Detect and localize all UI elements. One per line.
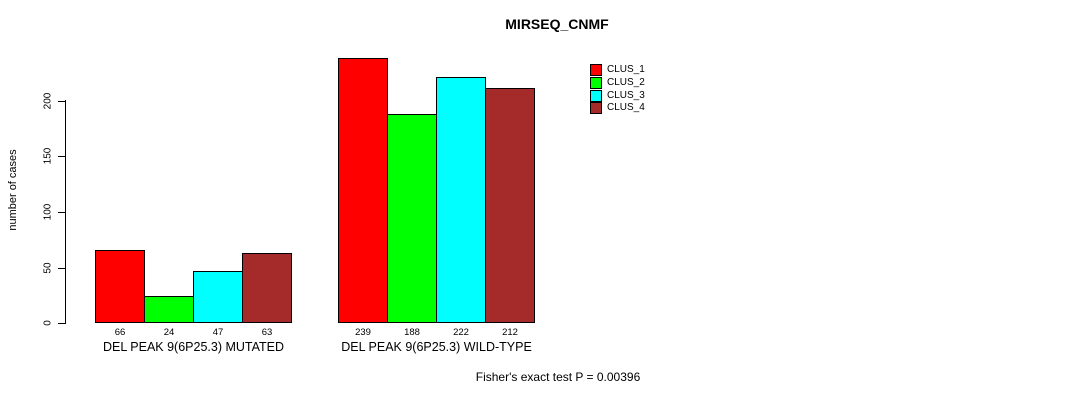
bar-value-label: 66 xyxy=(114,327,126,338)
bar-value-label: 239 xyxy=(355,327,371,338)
legend-swatch-icon xyxy=(590,89,602,102)
bar-clus_3-group2 xyxy=(436,77,486,323)
fisher-test-annotation: Fisher's exact test P = 0.00396 xyxy=(475,370,641,384)
bar-clus_4-group2 xyxy=(485,88,535,323)
y-tick-label: 0 xyxy=(42,320,54,326)
bar-clus_3-group1 xyxy=(193,271,243,323)
y-tick-label: 100 xyxy=(42,203,54,221)
y-tick-label: 200 xyxy=(42,92,54,110)
y-tick-mark xyxy=(58,323,65,324)
bar-clus_4-group1 xyxy=(242,253,292,323)
y-tick-mark xyxy=(58,212,65,213)
y-tick-mark xyxy=(58,101,65,102)
category-label-group2: DEL PEAK 9(6P25.3) WILD-TYPE xyxy=(341,340,532,354)
legend-swatch-icon xyxy=(590,64,602,77)
bar-clus_2-group1 xyxy=(144,296,194,323)
y-tick-label: 50 xyxy=(42,262,54,274)
legend-swatch-icon xyxy=(590,102,602,115)
bar-value-label: 63 xyxy=(261,327,273,338)
y-tick-label: 150 xyxy=(42,147,54,165)
category-label-group1: DEL PEAK 9(6P25.3) MUTATED xyxy=(102,340,285,354)
bar-clus_2-group2 xyxy=(387,114,437,323)
y-axis-label: number of cases xyxy=(7,149,19,231)
bar-clus_1-group2 xyxy=(338,58,388,323)
chart-title: MIRSEQ_CNMF xyxy=(505,16,609,32)
legend-label: CLUS_4 xyxy=(607,102,645,114)
legend-item-clus_2: CLUS_2 xyxy=(590,77,645,90)
bar-value-label: 24 xyxy=(163,327,175,338)
y-axis-line xyxy=(65,100,66,324)
y-tick-mark xyxy=(58,156,65,157)
legend-label: CLUS_3 xyxy=(607,89,645,101)
legend-item-clus_4: CLUS_4 xyxy=(590,102,645,115)
bar-clus_1-group1 xyxy=(95,250,145,323)
legend-label: CLUS_2 xyxy=(607,77,645,89)
bar-value-label: 222 xyxy=(453,327,469,338)
legend-label: CLUS_1 xyxy=(607,64,645,76)
y-tick-mark xyxy=(58,268,65,269)
legend-item-clus_1: CLUS_1 xyxy=(590,64,645,77)
bar-value-label: 47 xyxy=(212,327,224,338)
bar-value-label: 212 xyxy=(502,327,518,338)
bar-value-label: 188 xyxy=(404,327,420,338)
legend-swatch-icon xyxy=(590,77,602,90)
legend-item-clus_3: CLUS_3 xyxy=(590,89,645,102)
legend: CLUS_1 CLUS_2 CLUS_3 CLUS_4 xyxy=(590,64,645,115)
